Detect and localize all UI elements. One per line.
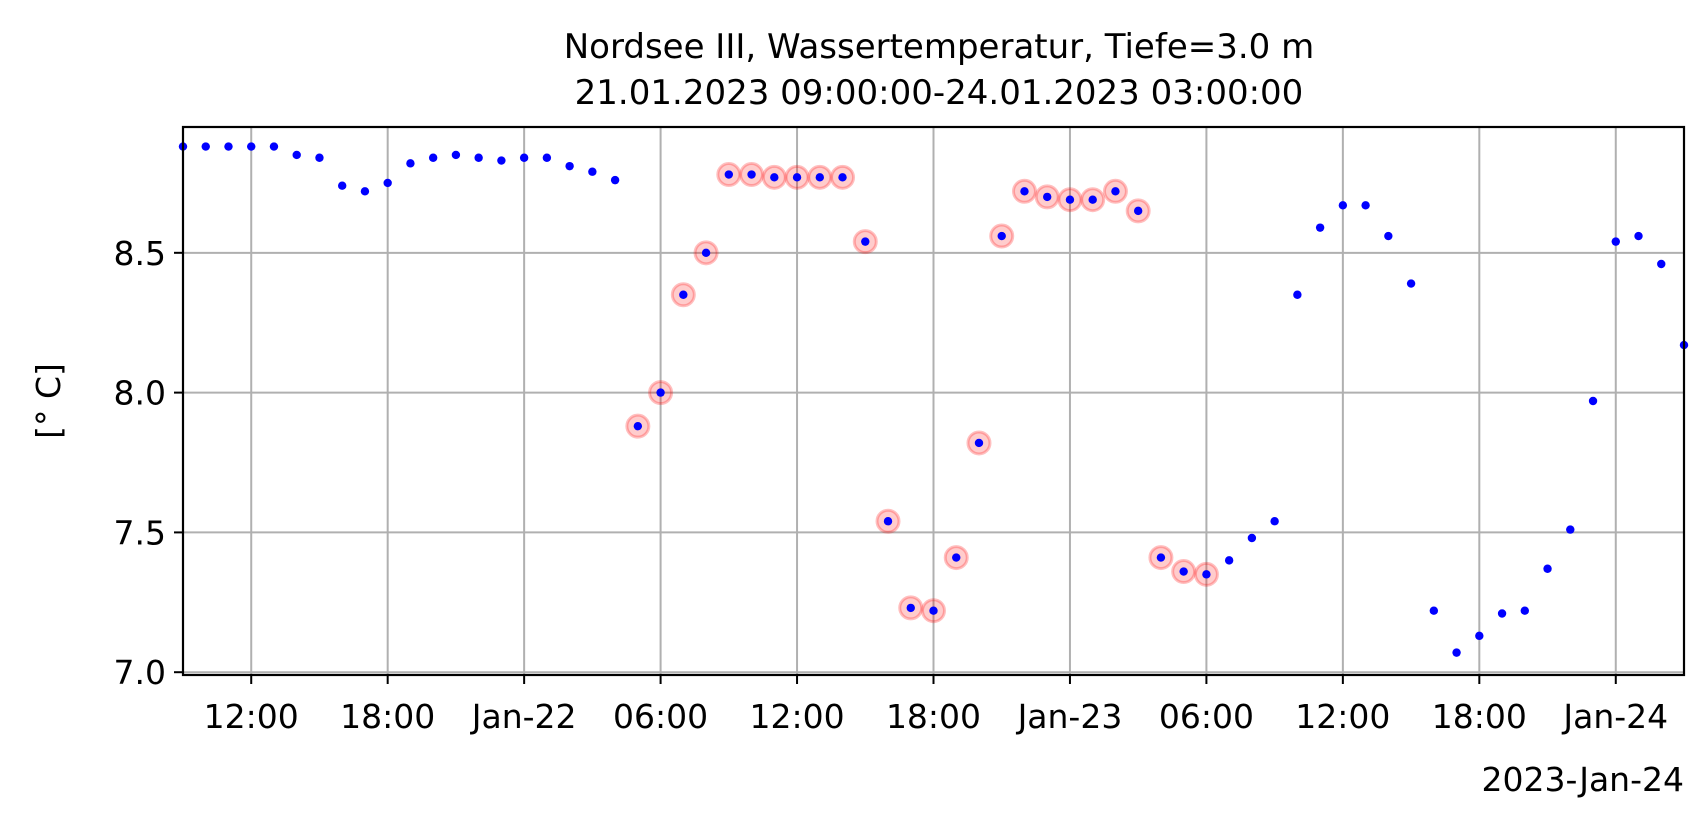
data-point: [360, 187, 370, 196]
x-offset-label: 2023-Jan-24: [1482, 760, 1685, 799]
data-point: [542, 153, 552, 162]
data-point: [815, 173, 824, 182]
data-point: [1497, 609, 1507, 618]
data-point: [247, 142, 256, 151]
x-tick-label: 06:00: [1159, 697, 1254, 736]
data-point: [1224, 556, 1234, 565]
data-point: [1588, 396, 1598, 406]
data-point: [224, 142, 233, 151]
grid: [183, 127, 1684, 675]
data-point: [1247, 533, 1257, 543]
data-point: [838, 173, 847, 182]
data-point: [724, 170, 734, 179]
data-point: [701, 248, 711, 258]
x-tick-label: Jan-23: [1016, 697, 1123, 736]
data-point: [610, 175, 620, 185]
data-point: [770, 173, 779, 182]
data-point: [1429, 606, 1439, 615]
data-point: [1361, 201, 1370, 210]
data-point: [1543, 564, 1552, 573]
data-point: [1634, 231, 1643, 241]
x-tick-label: 18:00: [1432, 697, 1527, 736]
data-point: [883, 517, 893, 526]
data-point: [1133, 206, 1143, 216]
y-tick-label: 8.0: [114, 374, 166, 413]
y-tick-label: 7.0: [114, 653, 166, 692]
data-point: [1020, 187, 1029, 196]
data-point: [1475, 631, 1484, 641]
chart-title-line1: Nordsee III, Wassertemperatur, Tiefe=3.0…: [564, 27, 1314, 67]
data-point: [565, 161, 574, 171]
data-point: [474, 153, 483, 162]
data-point: [1088, 195, 1097, 204]
data-point: [792, 173, 802, 182]
data-point: [1566, 525, 1575, 534]
data-point: [292, 150, 301, 160]
data-point: [428, 153, 438, 162]
data-point: [1611, 237, 1620, 246]
data-point: [952, 553, 961, 562]
data-point: [679, 290, 688, 299]
data-point: [1202, 570, 1211, 579]
data-point: [997, 231, 1006, 241]
data-point: [1270, 517, 1279, 526]
x-tick-label: 12:00: [749, 697, 844, 736]
x-tick-label: 18:00: [340, 697, 435, 736]
data-point: [497, 156, 506, 165]
chart-title-line2: 21.01.2023 09:00:00-24.01.2023 03:00:00: [575, 73, 1304, 113]
data-point: [1111, 187, 1120, 196]
data-point: [406, 159, 415, 168]
data-point: [1156, 553, 1166, 562]
x-tick-label: 06:00: [613, 697, 708, 736]
data-point: [1043, 192, 1052, 202]
data-point: [906, 603, 915, 613]
data-point: [269, 142, 279, 151]
data-point: [1520, 606, 1530, 615]
x-tick-label: 18:00: [886, 697, 981, 736]
data-point: [974, 438, 984, 448]
data-point: [383, 178, 392, 188]
data-point: [929, 606, 938, 615]
axis-ticks: 12:00 18:00 Jan-22 06:00 12:00 18:00 Jan-23 06:…: [114, 234, 1669, 736]
data-point: [656, 388, 665, 397]
data-point: [1315, 223, 1325, 232]
x-tick-label: Jan-24: [1561, 697, 1668, 736]
x-tick-label: 12:00: [1295, 697, 1390, 736]
data-point: [1179, 567, 1188, 576]
y-axis-label: [° C]: [29, 363, 68, 439]
data-point: [747, 170, 756, 179]
data-point: [633, 421, 643, 431]
data-points: [178, 142, 1689, 657]
data-point: [519, 153, 529, 162]
data-point: [315, 153, 324, 162]
data-point: [451, 150, 461, 160]
data-point: [588, 167, 597, 176]
data-point: [1657, 259, 1666, 269]
data-point: [1293, 290, 1302, 299]
data-point: [1452, 648, 1461, 657]
data-point: [1406, 279, 1416, 288]
data-point: [1384, 231, 1393, 241]
data-point: [1338, 201, 1348, 210]
data-point: [337, 181, 347, 190]
data-point: [1065, 195, 1075, 204]
x-tick-label: Jan-22: [470, 697, 577, 736]
y-tick-label: 7.5: [114, 513, 166, 552]
x-tick-label: 12:00: [204, 697, 299, 736]
y-tick-label: 8.5: [114, 234, 166, 273]
data-point: [201, 142, 210, 151]
data-point: [861, 237, 870, 246]
